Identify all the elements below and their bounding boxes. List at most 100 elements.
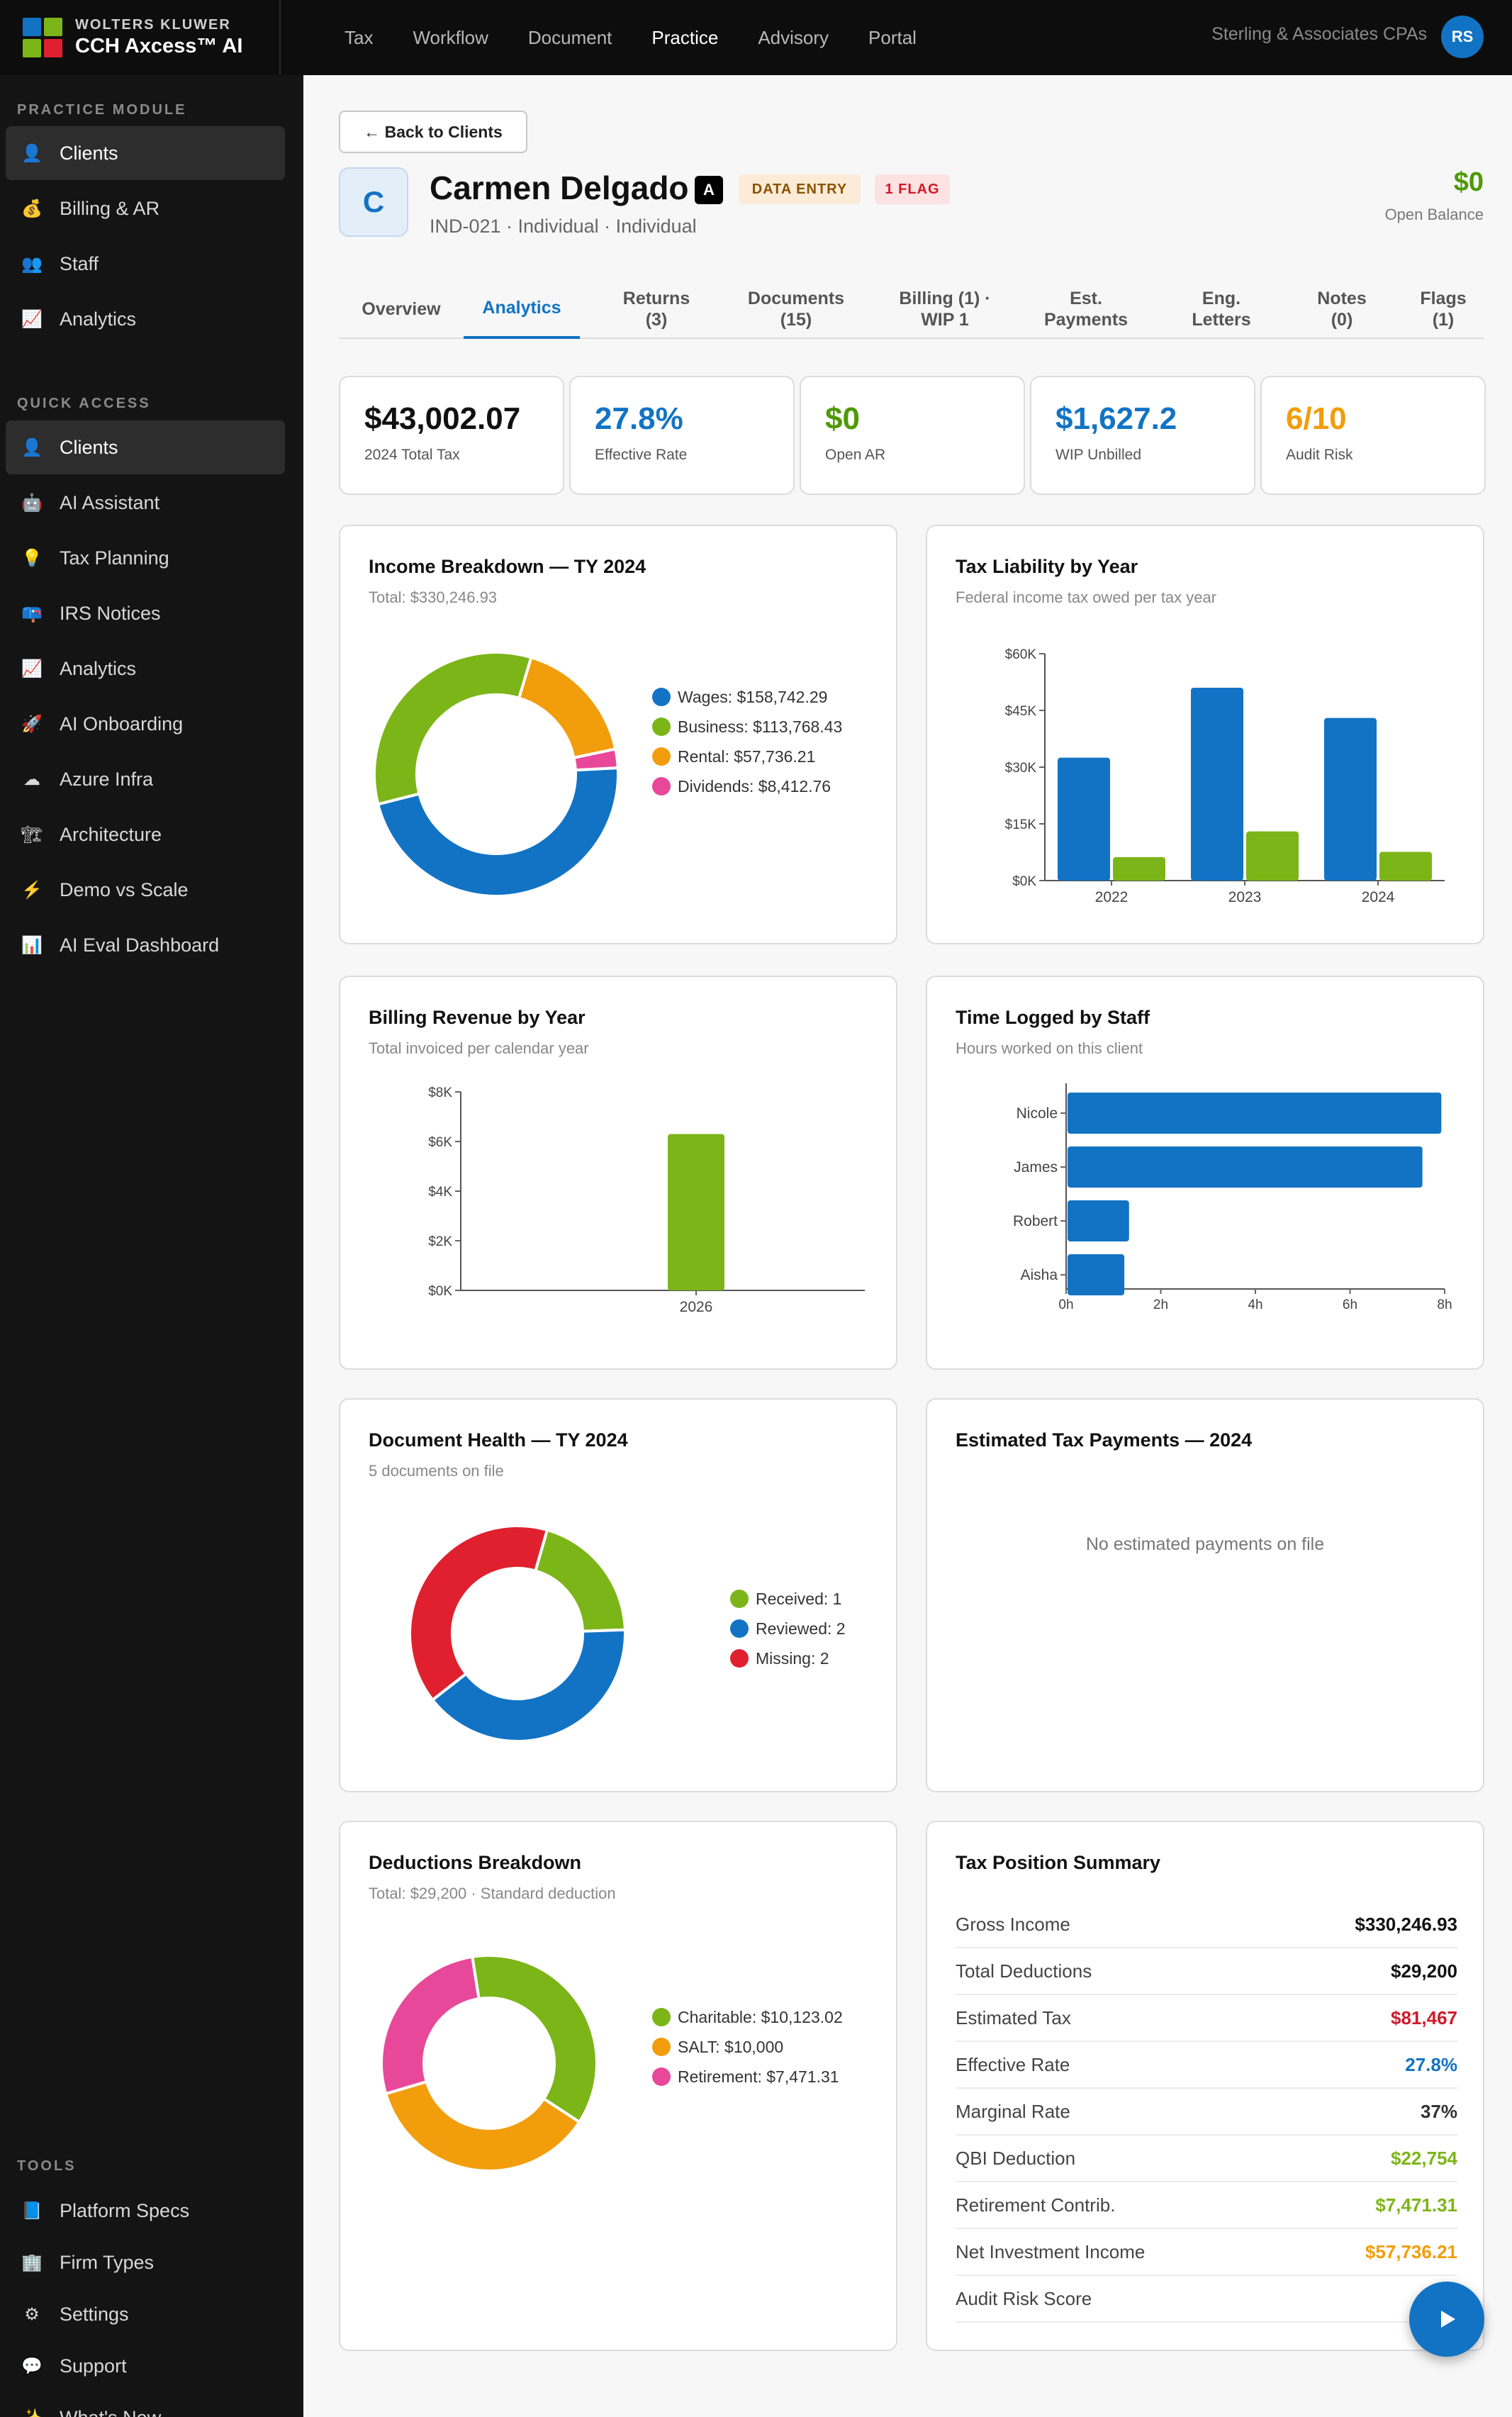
sidebar-item-clients[interactable]: 👤 Clients — [6, 420, 285, 474]
kpi-value: $43,002.07 — [364, 401, 521, 436]
sidebar-item-ai-eval-dashboard[interactable]: 📊 AI Eval Dashboard — [6, 918, 285, 972]
legend-swatch — [652, 2008, 671, 2026]
sidebar-item-tax-planning[interactable]: 💡 Tax Planning — [6, 531, 285, 585]
donut-slice[interactable] — [430, 1628, 627, 1743]
bar[interactable] — [1379, 852, 1432, 881]
tab-overview[interactable]: Overview — [339, 279, 464, 339]
bar[interactable] — [1191, 688, 1243, 881]
tab-est-[interactable]: Est. Payments — [1025, 279, 1147, 339]
sidebar-item-ai-assistant[interactable]: 🤖 AI Assistant — [6, 476, 285, 530]
sidebar-item-label: Demo vs Scale — [60, 878, 189, 900]
sidebar-item-billing-ar[interactable]: 💰 Billing & AR — [6, 182, 285, 235]
chart-icon: 📈 — [21, 309, 43, 329]
open-balance-label: Open Balance — [1384, 206, 1484, 223]
summary-row: Net Investment Income $57,736.21 — [956, 2229, 1457, 2276]
sidebar-item-label: Clients — [60, 436, 118, 458]
bar[interactable] — [1113, 856, 1165, 881]
estimated-payments-card: Estimated Tax Payments — 2024 No estimat… — [926, 1398, 1484, 1792]
sidebar-item-ai-onboarding[interactable]: 🚀 AI Onboarding — [6, 697, 285, 751]
donut-slice[interactable] — [517, 655, 617, 760]
bar[interactable] — [1246, 831, 1299, 881]
sidebar: PRACTICE MODULE QUICK ACCESS TOOLS 👤 Clie… — [0, 75, 303, 2417]
client-grade-badge: A — [695, 176, 723, 204]
topnav-practice[interactable]: Practice — [651, 26, 719, 48]
billing-revenue-card: Billing Revenue by Year Total invoiced p… — [339, 976, 897, 1370]
chart-icon: 📈 — [21, 659, 43, 679]
tab-returns[interactable]: Returns (3) — [598, 279, 715, 339]
tab-billing-1-[interactable]: Billing (1) · WIP 1 — [878, 279, 1012, 339]
card-title: Billing Revenue by Year — [369, 1007, 586, 1028]
sidebar-item-analytics[interactable]: 📈 Analytics — [6, 642, 285, 696]
donut-slice[interactable] — [408, 1524, 549, 1702]
play-demo-button[interactable] — [1409, 2282, 1484, 2357]
card-title: Time Logged by Staff — [956, 1007, 1150, 1028]
tab-analytics[interactable]: Analytics — [464, 279, 580, 339]
bar[interactable] — [1068, 1093, 1442, 1134]
tab-documents[interactable]: Documents (15) — [729, 279, 863, 339]
x-tick-label: 2023 — [1228, 889, 1262, 905]
sidebar-item-architecture[interactable]: 🏗 Architecture — [6, 808, 285, 861]
income-legend: Wages: $158,742.29 Business: $113,768.43 R… — [652, 682, 842, 801]
tab-eng-[interactable]: Eng. Letters — [1161, 279, 1282, 339]
tab-notes[interactable]: Notes (0) — [1296, 279, 1388, 339]
kpi-card: 6/10 Audit Risk — [1260, 376, 1486, 495]
book-icon: 📘 — [21, 2201, 43, 2221]
donut-slice[interactable] — [380, 1955, 481, 2096]
sidebar-item-azure-infra[interactable]: ☁ Azure Infra — [6, 752, 285, 806]
card-title: Estimated Tax Payments — 2024 — [956, 1429, 1253, 1451]
summary-row: QBI Deduction $22,754 — [956, 2136, 1457, 2182]
sidebar-item-support[interactable]: 💬 Support — [6, 2339, 285, 2393]
topnav-document[interactable]: Document — [527, 26, 612, 48]
brand-logo[interactable]: WOLTERS KLUWER CCH Axcess™ AI — [0, 0, 281, 75]
main-content: ← Back to Clients C Carmen Delgado A DAT… — [303, 75, 1512, 2417]
legend-label: Dividends: $8,412.76 — [678, 776, 831, 796]
tab-label: Documents (15) — [747, 289, 845, 330]
topnav-portal[interactable]: Portal — [868, 26, 917, 48]
donut-slice[interactable] — [383, 2080, 582, 2172]
kpi-value: $1,627.2 — [1055, 401, 1177, 436]
donut-slice[interactable] — [470, 1954, 598, 2124]
legend-swatch — [652, 688, 671, 706]
robot-icon: 🤖 — [21, 493, 43, 513]
bar[interactable] — [1068, 1146, 1423, 1188]
topnav-advisory[interactable]: Advisory — [758, 26, 829, 48]
bar-chart-icon: 📊 — [21, 935, 43, 955]
sidebar-item-demo-vs-scale[interactable]: ⚡ Demo vs Scale — [6, 863, 285, 917]
user-avatar[interactable]: RS — [1441, 16, 1484, 58]
back-to-clients-button[interactable]: ← Back to Clients — [339, 111, 527, 153]
tab-flags[interactable]: Flags (1) — [1401, 279, 1486, 339]
flag-badge[interactable]: 1 FLAG — [875, 174, 950, 204]
bolt-icon: ⚡ — [21, 880, 43, 900]
card-subtitle: Hours worked on this client — [956, 1039, 1143, 1057]
bar[interactable] — [668, 1134, 724, 1291]
sidebar-item-platform-specs[interactable]: 📘 Platform Specs — [6, 2184, 285, 2238]
bar[interactable] — [1324, 718, 1377, 881]
sidebar-item-firm-types[interactable]: 🏢 Firm Types — [6, 2235, 285, 2289]
topnav-workflow[interactable]: Workflow — [413, 26, 488, 48]
donut-slice[interactable] — [572, 747, 620, 772]
sidebar-item-settings[interactable]: ⚙ Settings — [6, 2287, 285, 2341]
sidebar-section-quick-access: QUICK ACCESS — [17, 396, 151, 411]
sidebar-item-irs-notices[interactable]: 📪 IRS Notices — [6, 586, 285, 640]
bar[interactable] — [1068, 1254, 1125, 1295]
staff-icon: 👥 — [21, 254, 43, 274]
legend-item: Rental: $57,736.21 — [652, 742, 842, 771]
sidebar-item-analytics[interactable]: 📈 Analytics — [6, 292, 285, 346]
sidebar-item-staff[interactable]: 👥 Staff — [6, 237, 285, 291]
sidebar-item-clients[interactable]: 👤 Clients — [6, 126, 285, 180]
donut-slice[interactable] — [533, 1528, 627, 1633]
legend-item: Charitable: $10,123.02 — [652, 2002, 843, 2032]
bar[interactable] — [1068, 1200, 1129, 1241]
donut-slice[interactable] — [376, 766, 620, 898]
card-title: Tax Liability by Year — [956, 556, 1138, 577]
card-subtitle: Total: $330,246.93 — [369, 588, 498, 606]
legend-label: Missing: 2 — [756, 1648, 829, 1668]
sidebar-item-what-s-new[interactable]: ✨ What's New — [6, 2391, 285, 2417]
topnav-tax[interactable]: Tax — [345, 26, 374, 48]
bar[interactable] — [1058, 757, 1110, 881]
cloud-icon: ☁ — [23, 769, 40, 789]
card-title: Tax Position Summary — [956, 1852, 1161, 1873]
legend-label: Received: 1 — [756, 1589, 842, 1608]
coin-icon: 💰 — [21, 199, 43, 218]
donut-slice[interactable] — [373, 651, 533, 806]
